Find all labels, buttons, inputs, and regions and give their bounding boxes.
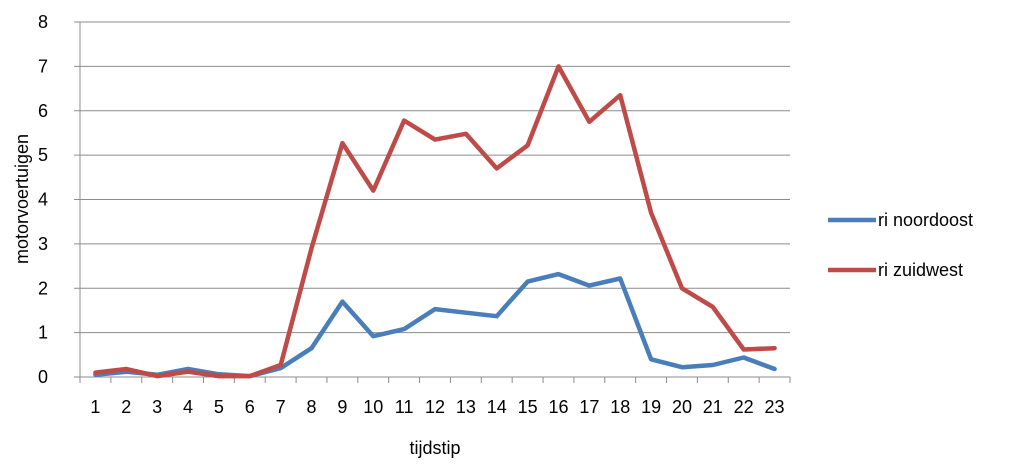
y-tick-label: 2 [38,278,48,298]
x-tick-label: 3 [152,397,162,417]
x-tick-label: 18 [610,397,630,417]
x-tick-label: 20 [672,397,692,417]
x-axis-title: tijdstip [409,438,460,458]
series-line-0 [93,271,777,379]
x-tick-label: 16 [548,397,568,417]
y-tick-label: 8 [38,12,48,32]
x-tick-label: 2 [121,397,131,417]
y-tick-label: 4 [38,190,48,210]
x-tick-label: 15 [518,397,538,417]
x-tick-label: 19 [641,397,661,417]
legend-label: ri noordoost [878,210,973,230]
y-tick-label: 3 [38,234,48,254]
y-tick-label: 5 [38,145,48,165]
x-tick-label: 9 [337,397,347,417]
y-axis-ticks: 0 1 2 3 4 5 6 7 8 [38,12,80,387]
x-tick-label: 8 [307,397,317,417]
x-tick-label: 5 [214,397,224,417]
y-tick-label: 6 [38,101,48,121]
legend: ri noordoost ri zuidwest [828,210,973,280]
x-tick-label: 14 [487,397,507,417]
y-tick-label: 0 [38,367,48,387]
series-lines [93,64,777,379]
x-tick-label: 11 [395,397,414,417]
x-tick-label: 23 [765,397,785,417]
x-tick-label: 12 [425,397,445,417]
x-tick-label: 7 [276,397,286,417]
series-line-1 [93,64,777,379]
x-tick-label: 4 [183,397,193,417]
x-tick-label: 17 [579,397,599,417]
gridlines [79,21,790,378]
y-tick-label: 7 [38,56,48,76]
x-tick-label: 13 [456,397,476,417]
y-tick-label: 1 [38,323,48,343]
x-tick-label: 22 [734,397,754,417]
x-tick-label: 6 [245,397,255,417]
y-axis-title: motorvoertuigen [12,134,32,264]
x-tick-label: 1 [90,397,100,417]
legend-label: ri zuidwest [878,260,963,280]
x-tick-label: 21 [703,397,723,417]
x-axis-ticks: 1 2 3 4 5 6 7 8 9 10 11 12 13 14 15 16 17 18 19 20 21 22 23 [79,377,791,417]
x-tick-label: 10 [363,397,383,417]
